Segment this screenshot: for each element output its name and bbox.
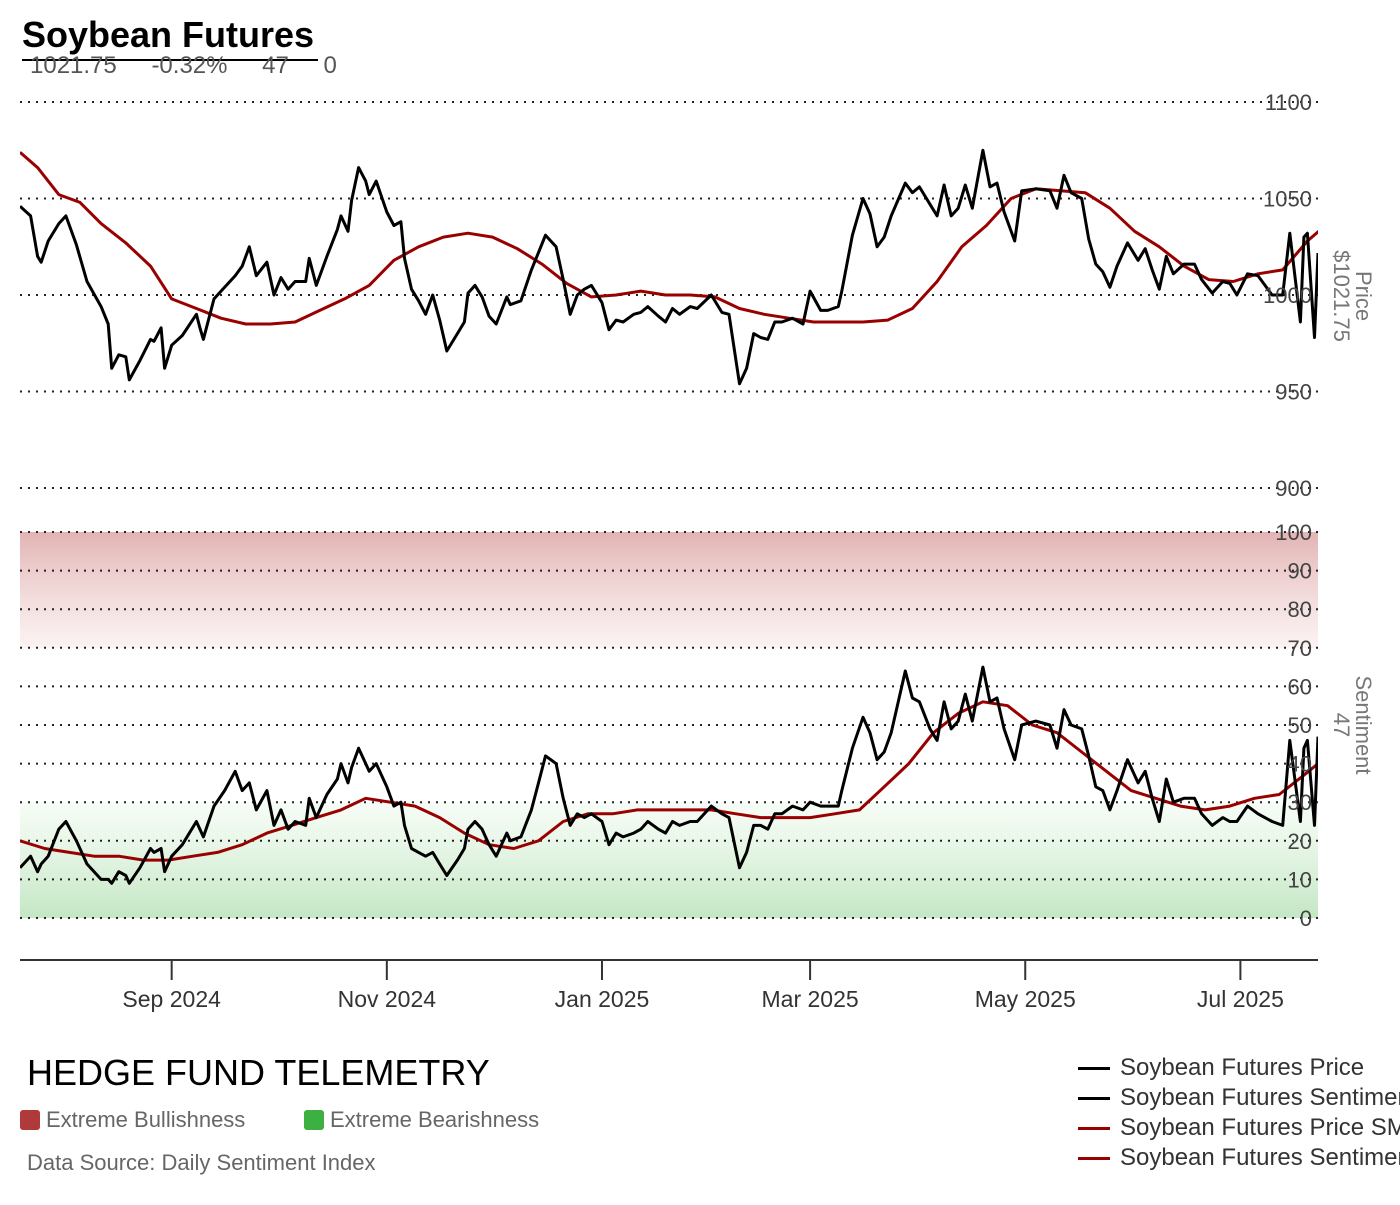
price-tick-label: 1000: [1263, 283, 1312, 308]
sentiment-tick-label: 0: [1300, 906, 1312, 931]
price-tick-label: 900: [1275, 476, 1312, 501]
stat-last-price: 1021.75: [30, 52, 117, 79]
legend-item-price[interactable]: Soybean Futures Price: [1078, 1053, 1400, 1083]
legend-item-sentiment[interactable]: Soybean Futures Sentiment: [1078, 1083, 1400, 1113]
x-tick-label: Jan 2025: [555, 986, 650, 1012]
legend-label-sentiment: Soybean Futures Sentiment: [1120, 1084, 1400, 1111]
grid-layer: [20, 101, 1318, 919]
x-tick-label: Sep 2024: [122, 986, 221, 1012]
data-source: Data Source: Daily Sentiment Index: [27, 1150, 376, 1175]
legend-item-sentiment-sma[interactable]: Soybean Futures Sentiment SMA: [1078, 1143, 1400, 1173]
stat-sentiment: 47: [262, 52, 289, 79]
x-tick-label: Mar 2025: [762, 986, 859, 1012]
extreme-bullish-zone: [20, 532, 1318, 648]
extreme-bearish-zone: [20, 802, 1318, 918]
sentiment-line: [20, 665, 1318, 885]
price-tick-label: 1050: [1263, 187, 1312, 212]
sentiment-tick-label: 70: [1288, 636, 1312, 661]
header-stats: 1021.75 -0.32% 47 0: [30, 52, 365, 80]
price-sma-line: [20, 151, 1318, 326]
price-axis-title: Price: [1351, 271, 1376, 321]
sentiment-sma-line: [20, 700, 1318, 862]
sentiment-tick-label: 60: [1288, 674, 1312, 699]
x-tick-label: Nov 2024: [338, 986, 437, 1012]
legend-line-price-sma: [1078, 1126, 1110, 1130]
sentiment-tick-label: 80: [1288, 597, 1312, 622]
sentiment-tick-label: 50: [1288, 713, 1312, 738]
extreme-bull-label: Extreme Bullishness: [46, 1107, 246, 1132]
legend-item-price-sma[interactable]: Soybean Futures Price SMA: [1078, 1113, 1400, 1143]
page-title: Soybean Futures: [22, 14, 315, 55]
brand-name: HEDGE FUND TELEMETRY: [27, 1052, 490, 1093]
extreme-bear-swatch: [304, 1110, 324, 1130]
price-line: [20, 148, 1318, 386]
legend-label-sentiment-sma: Soybean Futures Sentiment SMA: [1120, 1144, 1400, 1171]
axes-layer: 900 950 1000 1050 1100 0 10 20 30 40 50 60 70 80 90 100…: [20, 90, 1376, 1012]
series-legend: Soybean Futures Price Soybean Futures Se…: [1078, 1053, 1400, 1173]
price-tick-label: 950: [1275, 380, 1312, 405]
x-tick-label: Jul 2025: [1197, 986, 1284, 1012]
x-tick-label: May 2025: [975, 986, 1076, 1012]
extreme-bear-label: Extreme Bearishness: [330, 1107, 540, 1132]
sentiment-tick-label: 30: [1288, 790, 1312, 815]
title-underline: [22, 59, 318, 61]
legend-label-price-sma: Soybean Futures Price SMA: [1120, 1114, 1400, 1141]
sentiment-tick-label: 100: [1275, 520, 1312, 545]
stat-change-pct: -0.32%: [151, 52, 228, 79]
extreme-bull-swatch: [20, 1110, 40, 1130]
zone-layer: [20, 532, 1318, 918]
sentiment-tick-label: 20: [1288, 829, 1312, 854]
price-tick-label: 1100: [1265, 90, 1312, 115]
sentiment-tick-label: 10: [1288, 867, 1312, 892]
sentiment-tick-label: 90: [1288, 559, 1312, 584]
legend-line-price: [1078, 1066, 1110, 1070]
legend-extreme-bull: Extreme Bullishness: [20, 1107, 245, 1133]
sentiment-axis-title: Sentiment: [1351, 675, 1376, 774]
legend-line-sentiment-sma: [1078, 1156, 1110, 1160]
legend-line-sentiment: [1078, 1096, 1110, 1100]
sentiment-tick-label: 40: [1288, 752, 1312, 777]
stat-extra: 0: [323, 52, 337, 79]
price-axis-last-value: $1021.75: [1329, 250, 1354, 342]
legend-label-price: Soybean Futures Price: [1120, 1054, 1365, 1081]
sentiment-axis-last-value: 47: [1329, 713, 1354, 737]
legend-extreme-bear: Extreme Bearishness: [304, 1107, 539, 1133]
series-layer: [20, 148, 1318, 885]
